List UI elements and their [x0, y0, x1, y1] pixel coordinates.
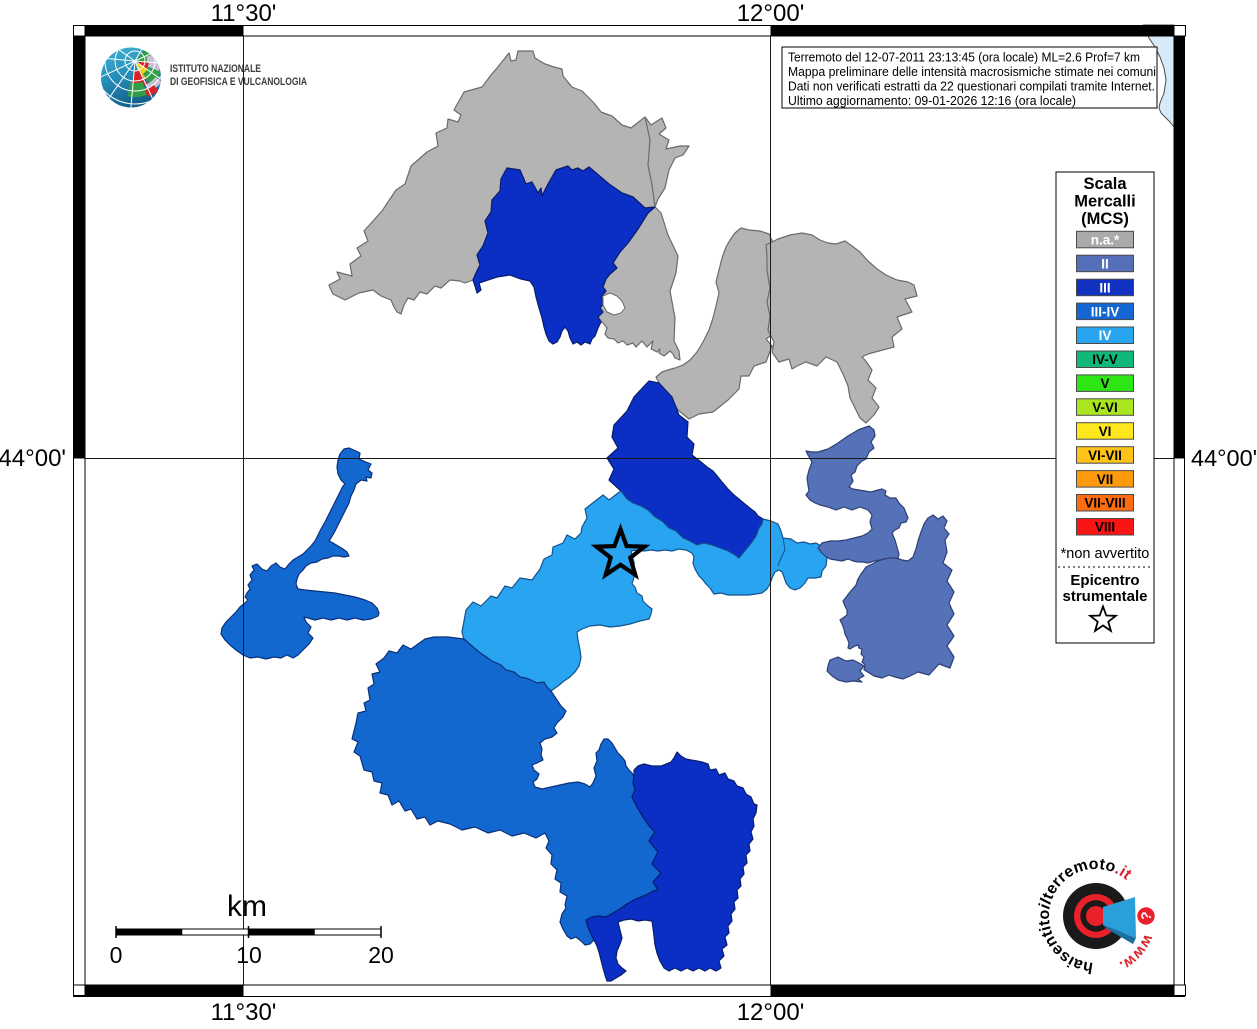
- svg-text:n.a.*: n.a.*: [1091, 233, 1120, 248]
- svg-text:III: III: [1099, 280, 1110, 295]
- svg-text:VII-VIII: VII-VIII: [1084, 496, 1125, 511]
- svg-text:10: 10: [236, 942, 262, 968]
- svg-text:DI GEOFISICA E VULCANOLOGIA: DI GEOFISICA E VULCANOLOGIA: [170, 76, 307, 88]
- svg-text:III-IV: III-IV: [1091, 304, 1120, 319]
- svg-text:VIII: VIII: [1095, 520, 1115, 535]
- svg-text:*non avvertito: *non avvertito: [1061, 546, 1150, 562]
- svg-text:II: II: [1101, 256, 1109, 271]
- svg-text:12°00': 12°00': [737, 999, 805, 1024]
- svg-text:strumentale: strumentale: [1062, 588, 1147, 605]
- svg-text:12°00': 12°00': [737, 0, 805, 27]
- svg-text:20: 20: [368, 942, 394, 968]
- svg-text:Ultimo aggiornamento: 09-01-20: Ultimo aggiornamento: 09-01-2026 12:16 (…: [788, 93, 1076, 108]
- svg-text:44°00': 44°00': [0, 445, 66, 472]
- svg-text:11°30': 11°30': [211, 0, 277, 27]
- svg-text:44°00': 44°00': [1191, 445, 1257, 471]
- svg-text:Epicentro: Epicentro: [1070, 572, 1139, 589]
- svg-text:?: ?: [1137, 910, 1154, 921]
- svg-text:VI-VII: VI-VII: [1088, 448, 1122, 463]
- svg-text:Mercalli: Mercalli: [1074, 193, 1135, 211]
- svg-text:Terremoto del 12-07-2011 23:13: Terremoto del 12-07-2011 23:13:45 (ora l…: [788, 50, 1140, 65]
- svg-text:km: km: [227, 890, 267, 923]
- svg-text:Scala: Scala: [1083, 175, 1127, 193]
- svg-text:VI: VI: [1099, 424, 1112, 439]
- svg-text:V-VI: V-VI: [1092, 400, 1118, 415]
- svg-text:ISTITUTO NAZIONALE: ISTITUTO NAZIONALE: [170, 63, 261, 75]
- svg-text:Dati non verificati estratti d: Dati non verificati estratti da 22 quest…: [788, 79, 1155, 94]
- svg-text:0: 0: [110, 942, 123, 968]
- svg-text:(MCS): (MCS): [1081, 210, 1129, 228]
- svg-text:11°30': 11°30': [211, 999, 277, 1024]
- svg-text:V: V: [1100, 376, 1109, 391]
- svg-text:IV: IV: [1099, 328, 1112, 343]
- svg-text:VII: VII: [1097, 472, 1114, 487]
- svg-text:IV-V: IV-V: [1092, 352, 1118, 367]
- svg-text:Mappa preliminare delle intens: Mappa preliminare delle intensità macros…: [788, 64, 1156, 79]
